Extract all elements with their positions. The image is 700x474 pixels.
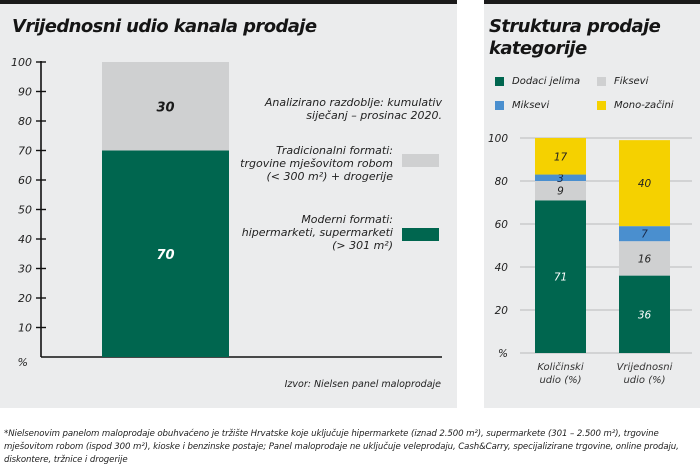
right-bar-segment-fiksevi <box>535 181 586 201</box>
left-y-tick-label: 20 <box>18 292 32 305</box>
legend-miksevi: Miksevi <box>495 100 549 111</box>
right-x-category-label: udio (%) <box>623 375 665 386</box>
right-bar-segment-fiksevi <box>619 241 670 276</box>
right-bar-segment-miksevi <box>535 174 586 181</box>
left-chart-panel: Vrijednosni udio kanala prodaje 100 90 80 7… <box>0 0 457 408</box>
right-y-tick-label: 100 <box>488 133 508 145</box>
legend-swatch-dodaci-jelima <box>495 77 504 86</box>
legend-label-dodaci-jelima: Dodaci jelima <box>512 76 581 87</box>
left-y-tick-label: 100 <box>11 56 32 69</box>
right-bar-value-label: 17 <box>554 151 568 163</box>
right-bar-value-label: 16 <box>638 253 652 265</box>
right-bar-value-label: 9 <box>557 186 564 198</box>
right-bar-segment-miksevi <box>619 226 670 242</box>
left-y-tick-label: 80 <box>18 115 32 128</box>
legend-mono-zacini: Mono-začini <box>597 100 674 111</box>
right-x-category-label: Vrijednosni <box>617 362 673 373</box>
left-y-tick-label: 90 <box>18 86 32 99</box>
left-chart-title: Vrijednosni udio kanala prodaje <box>12 16 317 37</box>
legend-traditional-line-2: trgovine mješovitom robom <box>240 157 393 170</box>
right-chart-title: Struktura prodaje kategorije <box>489 16 661 60</box>
legend-swatch-fiksevi <box>597 77 606 86</box>
right-bar-segment-dodaci-jelima <box>535 200 586 353</box>
right-stacked-bar-chart: 100 80 60 40 20% 71 93 17 Količinski udio (%) 36 16… <box>488 133 692 386</box>
legend-label-fiksevi: Fiksevi <box>614 76 649 87</box>
left-stacked-bar-chart: 100 90 80 70 60 50 40 30 20 10% 70 30 <box>11 56 442 369</box>
right-x-category-label: udio (%) <box>539 375 581 386</box>
legend-swatch-modern <box>402 228 439 241</box>
left-bar-value-label: 70 <box>156 248 174 263</box>
legend-swatch-mono-zacini <box>597 101 606 110</box>
legend-swatch-traditional <box>402 154 439 167</box>
legend-modern-line-1: Moderni formati: <box>301 213 393 226</box>
legend-modern-formats: Moderni formati: hipermarketi, supermark… <box>173 213 393 252</box>
analysis-period-note: Analizirano razdoblje: kumulativ siječan… <box>202 96 442 122</box>
right-y-tick-label: 40 <box>495 262 509 274</box>
right-x-category-label: Količinski <box>537 361 583 373</box>
legend-modern-line-2: hipermarketi, supermarketi <box>241 226 393 239</box>
right-bar-value-label: 3 <box>557 173 564 185</box>
right-chart-title-line-2: kategorije <box>489 38 587 59</box>
left-y-tick-label: 50 <box>18 204 32 217</box>
legend-label-mono-zacini: Mono-začini <box>614 100 674 111</box>
analysis-period-line-2: siječanj – prosinac 2020. <box>306 109 442 122</box>
left-bar-segment-modern <box>102 150 229 357</box>
legend-traditional-line-3: (< 300 m²) + drogerije <box>266 170 393 183</box>
right-y-tick-label: 60 <box>495 219 509 231</box>
legend-traditional-line-1: Tradicionalni formati: <box>276 144 393 157</box>
left-y-tick-label: 70 <box>18 145 32 158</box>
source-note: Izvor: Nielsen panel maloprodaje <box>284 379 441 390</box>
right-bar-segment-mono-zacini <box>535 138 586 175</box>
left-y-tick-label: 40 <box>18 233 32 246</box>
right-bar-value-label: 40 <box>638 178 652 190</box>
legend-dodaci-jelima: Dodaci jelima <box>495 76 580 87</box>
right-bar-value-label: 7 <box>641 229 648 241</box>
right-bar-value-label: 71 <box>554 272 567 284</box>
legend-label-miksevi: Miksevi <box>512 100 550 111</box>
right-chart-title-line-1: Struktura prodaje <box>489 16 661 37</box>
left-y-tick-label: 60 <box>18 174 32 187</box>
legend-modern-line-3: (> 301 m²) <box>332 239 393 252</box>
left-y-tick-label: 30 <box>18 263 32 276</box>
right-bar-segment-dodaci-jelima <box>619 275 670 353</box>
right-bar-value-label: 36 <box>638 309 652 321</box>
footnote: *Nielsenovim panelom maloprodaje obuhvać… <box>4 429 679 465</box>
right-y-tick-label: 20 <box>495 305 509 317</box>
left-bar-value-label: 30 <box>156 100 174 115</box>
legend-fiksevi: Fiksevi <box>597 76 648 87</box>
right-bar-segment-mono-zacini <box>619 140 670 227</box>
analysis-period-line-1: Analizirano razdoblje: kumulativ <box>264 96 442 109</box>
right-y-tick-label: 80 <box>495 176 509 188</box>
right-chart-panel: Struktura prodaje kategorije Dodaci jeli… <box>484 0 700 408</box>
left-y-tick-label: 10 <box>18 322 32 335</box>
legend-swatch-miksevi <box>495 101 504 110</box>
left-bar-segment-traditional <box>102 62 229 151</box>
right-y-axis-unit: % <box>498 348 508 360</box>
legend-traditional-formats: Tradicionalni formati: trgovine mješovit… <box>173 144 393 183</box>
left-y-axis-unit: % <box>18 356 28 369</box>
